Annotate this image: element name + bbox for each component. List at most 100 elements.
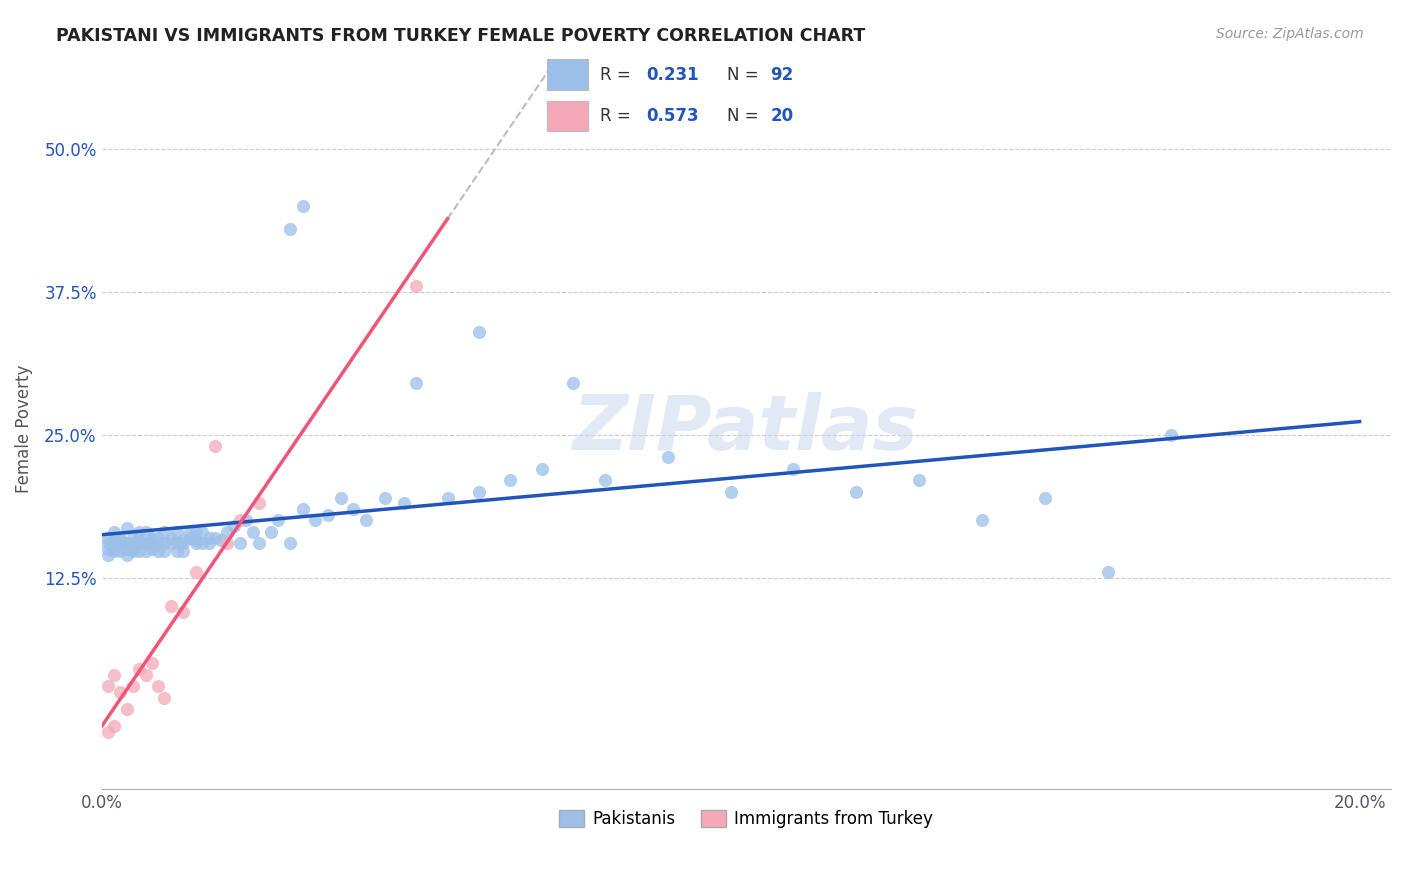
Point [209, 533, 232, 547]
Text: 0.573: 0.573 [647, 107, 699, 125]
Point [128, 536, 150, 550]
Point [115, 548, 138, 562]
Point [153, 690, 176, 705]
Point [291, 502, 314, 516]
Point [593, 474, 616, 488]
Point [166, 544, 188, 558]
Point [247, 536, 270, 550]
Y-axis label: Female Poverty: Female Poverty [15, 365, 32, 493]
Text: 0.231: 0.231 [647, 66, 699, 84]
Point [110, 536, 132, 550]
Point [260, 524, 283, 539]
Point [1033, 491, 1056, 505]
Point [354, 513, 377, 527]
Point [405, 278, 427, 293]
Point [122, 536, 145, 550]
Point [242, 524, 264, 539]
Point [97, 536, 120, 550]
Point [172, 533, 194, 547]
Point [141, 531, 163, 545]
Point [172, 605, 194, 619]
Point [135, 536, 157, 550]
FancyBboxPatch shape [547, 101, 588, 131]
Point [908, 474, 931, 488]
Point [135, 524, 157, 539]
Point [468, 484, 491, 499]
Point [179, 531, 201, 545]
Text: R =: R = [600, 107, 636, 125]
Point [159, 599, 181, 614]
Point [530, 462, 553, 476]
Point [342, 502, 364, 516]
Text: R =: R = [600, 66, 636, 84]
Point [103, 719, 125, 733]
Point [179, 524, 201, 539]
Point [115, 521, 138, 535]
Point [845, 484, 868, 499]
Point [128, 524, 150, 539]
Point [204, 439, 226, 453]
Point [97, 679, 120, 693]
FancyBboxPatch shape [547, 60, 588, 90]
Point [115, 536, 138, 550]
Point [304, 513, 326, 527]
Point [217, 536, 239, 550]
Point [103, 536, 125, 550]
Point [153, 524, 176, 539]
Point [97, 548, 120, 562]
Point [159, 531, 181, 545]
Point [782, 462, 804, 476]
Point [148, 679, 170, 693]
Point [191, 536, 214, 550]
Point [247, 496, 270, 510]
Point [720, 484, 742, 499]
Point [972, 513, 994, 527]
Point [110, 544, 132, 558]
Point [562, 376, 585, 390]
Point [148, 544, 170, 558]
Point [1097, 565, 1119, 579]
Point [172, 544, 194, 558]
Point [468, 325, 491, 339]
Point [184, 533, 207, 547]
Point [141, 657, 163, 671]
Point [184, 524, 207, 539]
Point [278, 221, 301, 235]
Point [204, 531, 226, 545]
Point [141, 533, 163, 547]
Text: 92: 92 [770, 66, 793, 84]
Point [122, 536, 145, 550]
Point [141, 541, 163, 556]
Point [191, 524, 214, 539]
Point [267, 513, 290, 527]
Point [499, 474, 522, 488]
Point [122, 541, 145, 556]
Point [217, 524, 239, 539]
Point [141, 536, 163, 550]
Point [278, 536, 301, 550]
Point [148, 536, 170, 550]
Point [436, 491, 458, 505]
Point [657, 450, 679, 465]
Point [316, 508, 339, 522]
Point [128, 536, 150, 550]
Text: Source: ZipAtlas.com: Source: ZipAtlas.com [1216, 27, 1364, 41]
Point [329, 491, 352, 505]
Point [110, 685, 132, 699]
Point [115, 541, 138, 556]
Point [128, 662, 150, 676]
Point [229, 513, 252, 527]
Point [97, 531, 120, 545]
Point [103, 524, 125, 539]
Point [103, 541, 125, 556]
Point [222, 519, 245, 533]
Point [135, 668, 157, 682]
Point [153, 544, 176, 558]
Text: N =: N = [727, 107, 763, 125]
Point [103, 536, 125, 550]
Point [159, 536, 181, 550]
Point [166, 536, 188, 550]
Point [110, 536, 132, 550]
Point [122, 531, 145, 545]
Point [291, 199, 314, 213]
